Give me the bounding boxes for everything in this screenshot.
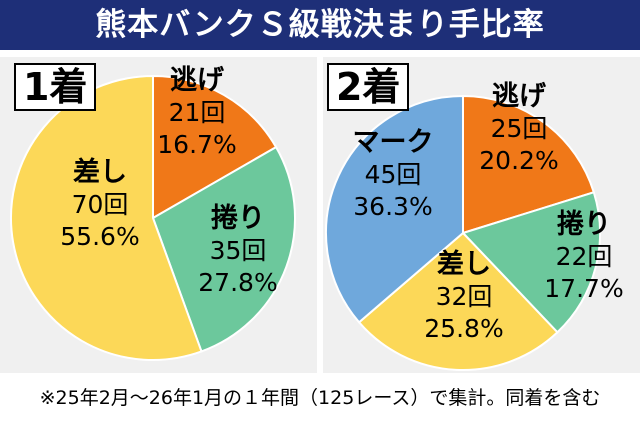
pie-slice-nige xyxy=(462,94,596,235)
slice-count: 25回 xyxy=(490,114,548,143)
slice-label-second-sashi: 差し 32回 25.8% xyxy=(409,249,519,345)
slice-label-second-nige: 逃げ 25回 20.2% xyxy=(469,81,569,177)
pie-slice-nige xyxy=(152,74,278,220)
slice-percent: 17.7% xyxy=(544,274,624,303)
slice-count: 35回 xyxy=(209,236,267,265)
pie-slice-mark xyxy=(325,94,464,324)
chart-tag-first: 1着 xyxy=(14,63,97,111)
slice-name: 逃げ xyxy=(170,65,224,96)
pie-chart-second xyxy=(325,94,601,371)
slice-count: 70回 xyxy=(71,190,129,219)
slice-label-first-makuri: 捲り 35回 27.8% xyxy=(178,203,298,299)
pie-slice-sashi xyxy=(357,231,559,371)
slice-label-first-nige: 逃げ 21回 16.7% xyxy=(142,65,252,161)
slice-percent: 20.2% xyxy=(479,146,559,175)
pie-chart-first xyxy=(10,74,296,361)
slice-name: 捲り xyxy=(557,209,611,240)
slice-count: 45回 xyxy=(364,160,422,189)
slice-count: 22回 xyxy=(555,242,613,271)
chart-tag-second: 2着 xyxy=(327,63,410,111)
slice-percent: 27.8% xyxy=(198,268,278,297)
slice-percent: 16.7% xyxy=(157,130,237,159)
slice-count: 21回 xyxy=(168,98,226,127)
chart-panel-first: 1着 逃げ 21回 16.7% 捲り 35回 27.8% 差し 70回 55.6… xyxy=(0,57,317,373)
slice-label-second-mark: マーク 45回 36.3% xyxy=(333,127,453,223)
pie-slice-makuri xyxy=(461,191,601,334)
chart-title: 熊本バンクＳ級戦決まり手比率 xyxy=(0,0,640,50)
slice-label-second-makuri: 捲り 22回 17.7% xyxy=(529,209,639,305)
slice-percent: 55.6% xyxy=(60,222,140,251)
pie-slice-makuri xyxy=(151,145,296,353)
slice-name: 捲り xyxy=(211,203,265,234)
slice-name: 差し xyxy=(73,157,127,188)
slice-name: 逃げ xyxy=(492,81,546,112)
slice-name: 差し xyxy=(437,249,491,280)
footnote: ※25年2月～26年1月の１年間（125レース）で集計。同着を含む xyxy=(39,387,601,409)
chart-panel-second: 2着 逃げ 25回 20.2% 捲り 22回 17.7% 差し 32回 25.8… xyxy=(323,57,640,373)
slice-percent: 36.3% xyxy=(353,192,433,221)
slice-count: 32回 xyxy=(435,282,493,311)
slice-percent: 25.8% xyxy=(424,314,504,343)
slice-label-first-sashi: 差し 70回 55.6% xyxy=(40,157,160,253)
slice-name: マーク xyxy=(352,127,434,158)
